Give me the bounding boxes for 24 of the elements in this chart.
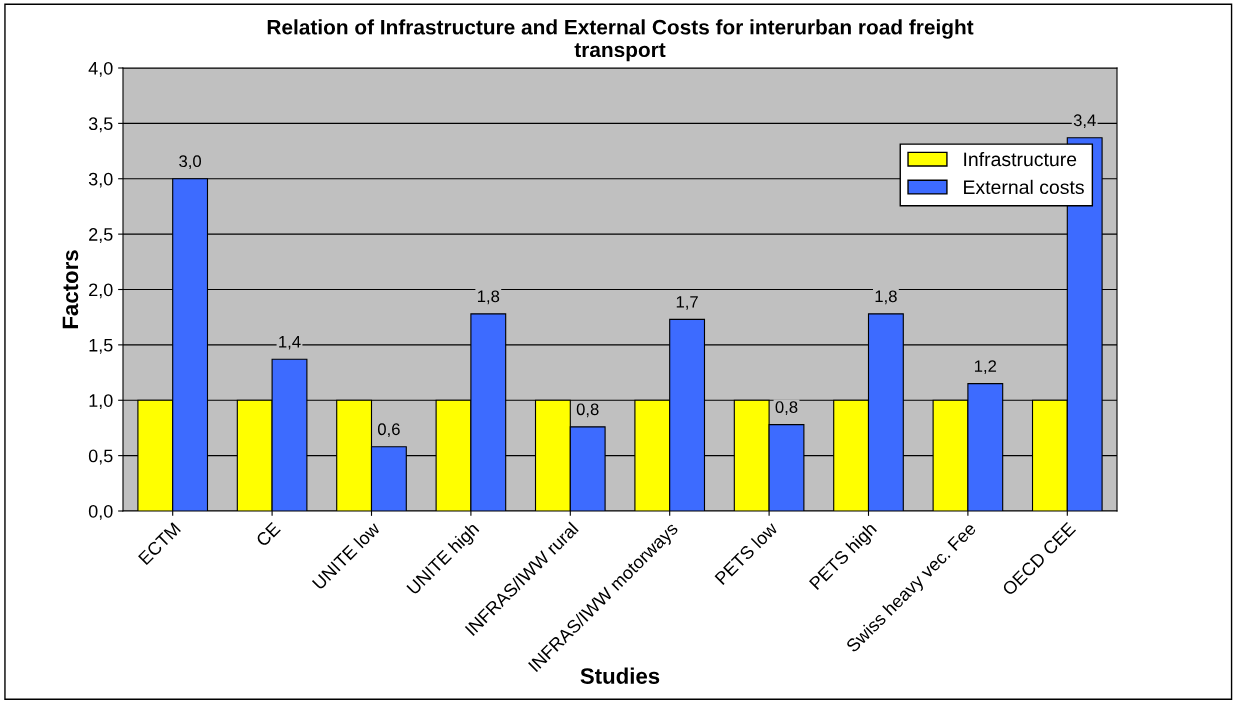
data-label: 3,4 — [1073, 114, 1096, 129]
y-tick-label: 4,0 — [88, 61, 113, 77]
data-label: 3,0 — [179, 155, 202, 170]
data-label: 1,8 — [477, 290, 500, 305]
chart-title: Relation of Infrastructure and External Costs for interurban road freight transport — [267, 19, 974, 62]
y-axis-title: Factors — [62, 250, 79, 329]
x-tick-label: CE — [255, 521, 281, 548]
data-label: 1,2 — [974, 360, 997, 374]
legend-label: External costs — [964, 179, 1084, 195]
y-tick-label: 2,5 — [89, 228, 113, 243]
y-tick-label: 3,0 — [88, 172, 113, 188]
data-label: 0,8 — [775, 401, 798, 415]
y-tick-label: 1,0 — [89, 394, 113, 410]
y-tick-label: 3,5 — [88, 117, 113, 133]
y-tick-label: 1,5 — [89, 339, 113, 354]
data-label: 0,6 — [377, 423, 400, 438]
data-label: 1,4 — [279, 336, 301, 350]
data-label: 0,8 — [576, 403, 599, 418]
y-tick-label: 0,0 — [88, 504, 113, 520]
legend-label: Infrastructure — [964, 151, 1077, 167]
data-label: 1,8 — [875, 290, 897, 305]
y-tick-label: 0,5 — [88, 449, 113, 465]
data-label: 1,7 — [676, 296, 698, 310]
y-tick-label: 2,0 — [89, 283, 113, 299]
